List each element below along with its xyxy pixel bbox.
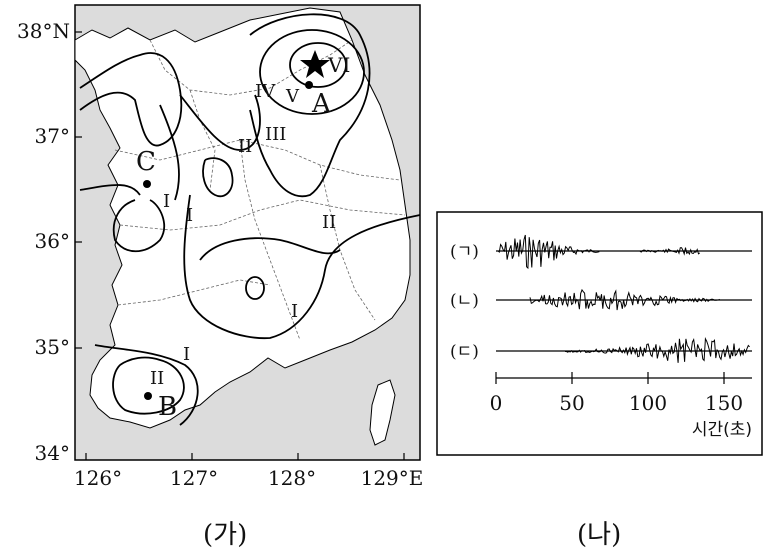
tick-150: 150: [705, 391, 743, 415]
lat-label-38: 38°N: [17, 19, 70, 43]
lon-label-128: 128°: [268, 466, 316, 490]
contour-label-iv: IV: [255, 81, 276, 102]
tick-50: 50: [559, 391, 584, 415]
point-A-label: A: [311, 89, 332, 119]
waveforms: [497, 234, 750, 363]
tick-0: 0: [490, 391, 503, 415]
time-axis-label: 시간(초): [692, 420, 752, 440]
tick-100: 100: [629, 391, 667, 415]
lon-label-129: 129°E: [361, 466, 424, 490]
trace-label-1: (ㄱ): [450, 242, 479, 262]
trace-1-waveform: [497, 234, 600, 270]
lat-label-36: 36°: [35, 229, 70, 253]
lon-label-127: 127°: [170, 466, 218, 490]
seismogram-frame: [436, 211, 763, 456]
panel-a-caption: (가): [203, 520, 248, 550]
trace-3-waveform: [564, 337, 750, 363]
trace-label-2: (ㄴ): [450, 291, 479, 311]
contour-label-i-west: I: [163, 191, 170, 212]
contour-label-ii-east: II: [322, 212, 336, 233]
map-ticks: [75, 31, 405, 460]
contour-label-iii: III: [265, 124, 286, 145]
lat-label-34: 34°: [35, 441, 70, 465]
contour-label-v: V: [285, 86, 300, 107]
contour-label-ii-north: II: [238, 136, 252, 157]
province-borders: [114, 39, 406, 341]
epicenter-star-icon: [300, 50, 330, 78]
contour-labels: IV V III II II II I I I I: [150, 81, 336, 389]
contour-label-i-south: I: [291, 301, 298, 322]
contour-label-ii-south: II: [150, 368, 164, 389]
contour-label-i-mid: I: [186, 205, 193, 226]
intensity-contours: [79, 13, 421, 426]
panel-b-caption: (나): [577, 520, 622, 550]
island: [369, 379, 396, 446]
point-B-marker: [144, 392, 152, 400]
point-C-marker: [143, 180, 151, 188]
point-B-label: B: [158, 392, 177, 422]
lon-label-126: 126°: [74, 466, 122, 490]
lat-label-35: 35°: [35, 335, 70, 359]
contour-label-i-southwest: I: [183, 344, 190, 365]
epicenter-intensity-label: VI: [327, 53, 350, 77]
trace-2-waveform: [529, 288, 720, 311]
time-axis-ticks: [495, 372, 725, 384]
trace-1-tail: [639, 247, 701, 256]
lat-label-37: 37°: [35, 124, 70, 148]
trace-label-3: (ㄷ): [450, 342, 479, 362]
point-A-marker: [305, 81, 313, 89]
point-C-label: C: [136, 147, 156, 177]
